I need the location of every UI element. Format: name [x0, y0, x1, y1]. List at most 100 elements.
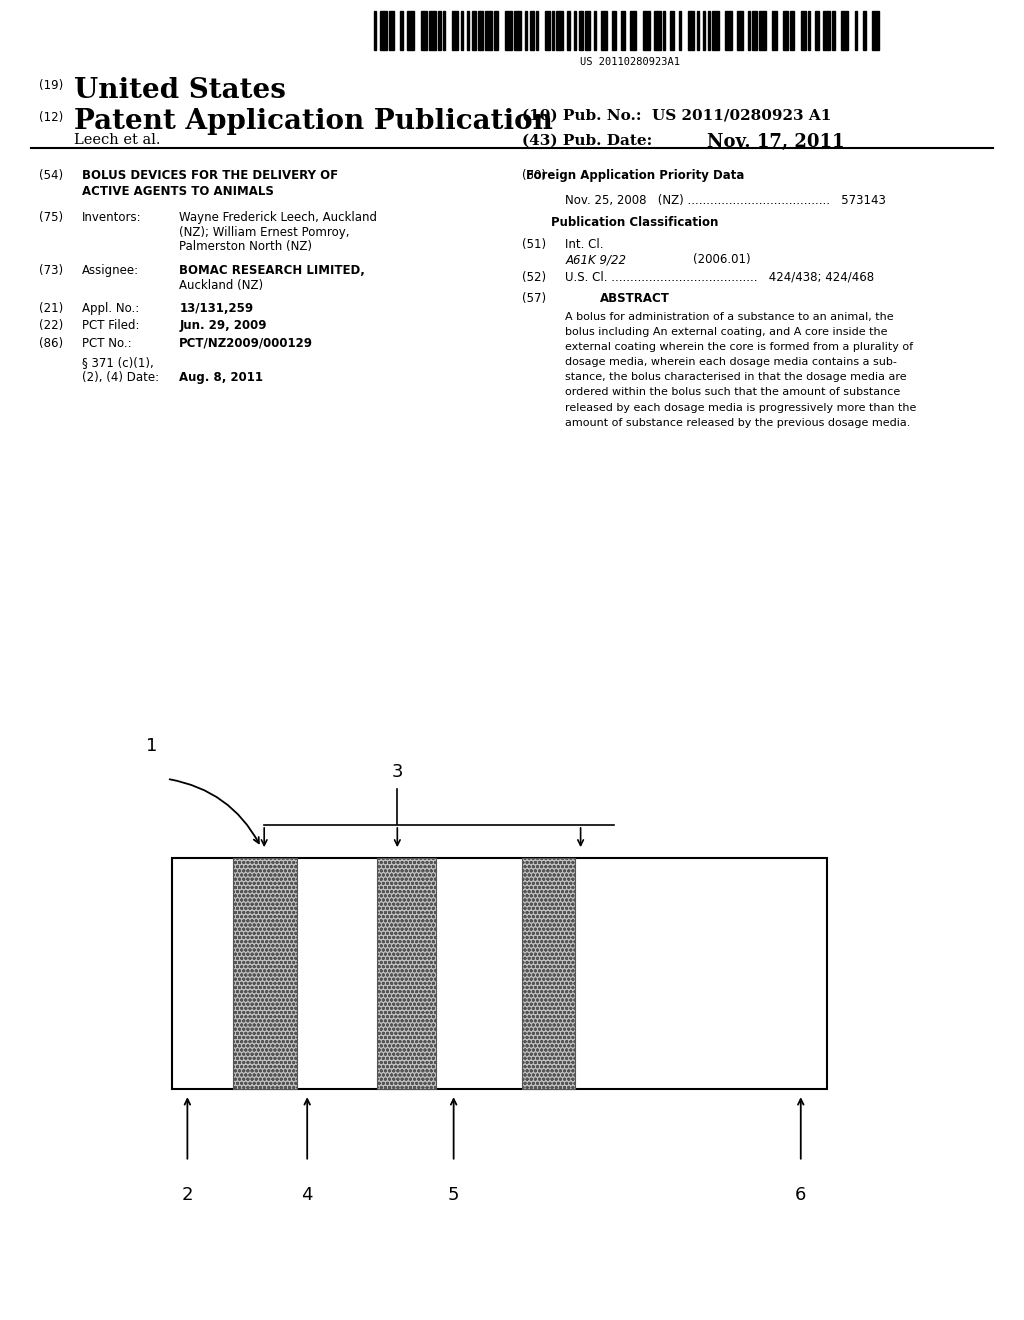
- Text: 2: 2: [181, 1185, 194, 1204]
- Text: PCT No.:: PCT No.:: [82, 337, 131, 350]
- Bar: [791, 11, 795, 50]
- Bar: [612, 11, 616, 50]
- Bar: [381, 11, 387, 50]
- Text: Aug. 8, 2011: Aug. 8, 2011: [179, 371, 263, 384]
- Bar: [529, 11, 535, 50]
- Bar: [736, 11, 743, 50]
- Bar: [421, 11, 427, 50]
- Bar: [863, 11, 865, 50]
- Bar: [545, 11, 550, 50]
- Text: PCT/NZ2009/000129: PCT/NZ2009/000129: [179, 337, 313, 350]
- Bar: [643, 11, 650, 50]
- Bar: [522, 858, 575, 1089]
- Text: BOMAC RESEARCH LIMITED,: BOMAC RESEARCH LIMITED,: [179, 264, 366, 277]
- Text: 3: 3: [391, 763, 403, 781]
- Text: Assignee:: Assignee:: [82, 264, 139, 277]
- Bar: [696, 11, 698, 50]
- Text: 6: 6: [795, 1185, 807, 1204]
- Bar: [452, 11, 459, 50]
- Bar: [664, 11, 666, 50]
- Bar: [772, 11, 776, 50]
- Text: 4: 4: [301, 1185, 313, 1204]
- Text: (43) Pub. Date:: (43) Pub. Date:: [522, 133, 652, 148]
- Text: Palmerston North (NZ): Palmerston North (NZ): [179, 240, 312, 253]
- Bar: [621, 11, 626, 50]
- Text: Publication Classification: Publication Classification: [551, 216, 719, 230]
- Bar: [438, 11, 440, 50]
- Text: Patent Application Publication: Patent Application Publication: [74, 108, 553, 135]
- Text: (75): (75): [39, 211, 63, 224]
- Text: 1: 1: [145, 737, 158, 755]
- Bar: [537, 11, 539, 50]
- Text: stance, the bolus characterised in that the dosage media are: stance, the bolus characterised in that …: [565, 372, 907, 383]
- Text: Nov. 25, 2008   (NZ) ......................................   573143: Nov. 25, 2008 (NZ) .....................…: [565, 194, 886, 207]
- Text: released by each dosage media is progressively more than the: released by each dosage media is progres…: [565, 403, 916, 413]
- Bar: [753, 11, 757, 50]
- Text: amount of substance released by the previous dosage media.: amount of substance released by the prev…: [565, 417, 910, 428]
- Bar: [783, 11, 787, 50]
- Bar: [712, 11, 719, 50]
- Text: (51): (51): [522, 238, 547, 251]
- Text: ACTIVE AGENTS TO ANIMALS: ACTIVE AGENTS TO ANIMALS: [82, 185, 273, 198]
- Text: (86): (86): [39, 337, 63, 350]
- Text: Foreign Application Priority Data: Foreign Application Priority Data: [525, 169, 744, 182]
- Text: BOLUS DEVICES FOR THE DELIVERY OF: BOLUS DEVICES FOR THE DELIVERY OF: [82, 169, 338, 182]
- Bar: [601, 11, 607, 50]
- Bar: [556, 11, 563, 50]
- Bar: [855, 11, 857, 50]
- Bar: [842, 11, 848, 50]
- Bar: [233, 858, 297, 1089]
- Text: (52): (52): [522, 271, 547, 284]
- Bar: [567, 11, 569, 50]
- Bar: [814, 11, 819, 50]
- Bar: [514, 11, 520, 50]
- Text: (30): (30): [522, 169, 546, 182]
- Bar: [172, 858, 827, 1089]
- Bar: [574, 11, 577, 50]
- Text: Leech et al.: Leech et al.: [74, 133, 160, 148]
- Text: U.S. Cl. .......................................   424/438; 424/468: U.S. Cl. ...............................…: [565, 271, 874, 284]
- Text: (73): (73): [39, 264, 63, 277]
- Bar: [478, 11, 483, 50]
- Bar: [389, 11, 394, 50]
- Bar: [703, 11, 706, 50]
- Bar: [374, 11, 376, 50]
- Bar: [485, 11, 492, 50]
- Text: 13/131,259: 13/131,259: [179, 302, 253, 315]
- Bar: [708, 11, 710, 50]
- Bar: [494, 11, 499, 50]
- Bar: [725, 11, 732, 50]
- Text: Inventors:: Inventors:: [82, 211, 141, 224]
- Text: dosage media, wherein each dosage media contains a sub-: dosage media, wherein each dosage media …: [565, 356, 897, 367]
- Bar: [408, 11, 414, 50]
- Bar: [377, 858, 436, 1089]
- Bar: [552, 11, 554, 50]
- Bar: [833, 11, 835, 50]
- Text: (19): (19): [39, 79, 63, 92]
- Text: Nov. 17, 2011: Nov. 17, 2011: [707, 133, 844, 152]
- Bar: [586, 11, 590, 50]
- Text: PCT Filed:: PCT Filed:: [82, 319, 139, 333]
- Bar: [688, 11, 694, 50]
- Bar: [748, 11, 750, 50]
- Bar: [808, 11, 810, 50]
- Text: Auckland (NZ): Auckland (NZ): [179, 279, 263, 292]
- Text: bolus including An external coating, and A core inside the: bolus including An external coating, and…: [565, 326, 888, 337]
- Text: ABSTRACT: ABSTRACT: [600, 292, 670, 305]
- Bar: [579, 11, 583, 50]
- Bar: [442, 11, 445, 50]
- Text: Int. Cl.: Int. Cl.: [565, 238, 604, 251]
- Text: A bolus for administration of a substance to an animal, the: A bolus for administration of a substanc…: [565, 312, 894, 322]
- Text: (NZ); William Ernest Pomroy,: (NZ); William Ernest Pomroy,: [179, 226, 350, 239]
- Text: (12): (12): [39, 111, 63, 124]
- Bar: [472, 11, 476, 50]
- Bar: [630, 11, 637, 50]
- Text: US 20110280923A1: US 20110280923A1: [580, 57, 680, 67]
- Text: (57): (57): [522, 292, 547, 305]
- Bar: [505, 11, 512, 50]
- Text: external coating wherein the core is formed from a plurality of: external coating wherein the core is for…: [565, 342, 913, 352]
- Bar: [823, 11, 830, 50]
- Bar: [670, 11, 674, 50]
- Bar: [759, 11, 766, 50]
- Bar: [594, 11, 596, 50]
